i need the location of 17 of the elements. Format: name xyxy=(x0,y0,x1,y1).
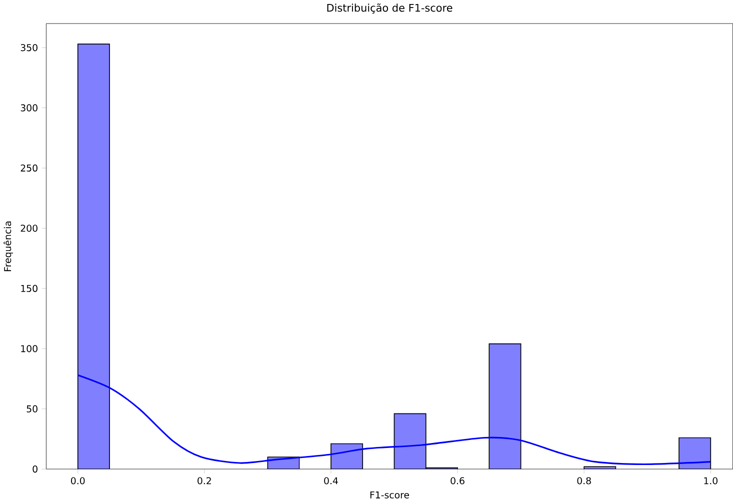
y-tick-label: 100 xyxy=(21,345,38,352)
y-tick-label: 300 xyxy=(20,104,38,112)
x-tick-label: 1.0 xyxy=(704,477,718,484)
y-tick-label: 200 xyxy=(20,224,38,232)
y-tick-label: 150 xyxy=(21,284,38,292)
x-axis-title: F1-score xyxy=(370,492,410,498)
y-tick-label: 350 xyxy=(20,44,38,52)
y-axis-title: Frequência xyxy=(3,221,13,272)
y-tick-label: 0 xyxy=(32,466,38,473)
x-tick-label: 0.4 xyxy=(324,477,338,484)
x-tick-label: 0.6 xyxy=(450,477,464,484)
y-tick-label: 50 xyxy=(26,405,38,412)
x-tick-label: 0.8 xyxy=(577,477,591,484)
x-tick-label: 0.2 xyxy=(198,477,211,484)
chart-title: Distribuição de F1-score xyxy=(327,4,452,14)
y-tick-label: 250 xyxy=(20,164,38,172)
x-tick-label: 0.0 xyxy=(71,477,85,484)
